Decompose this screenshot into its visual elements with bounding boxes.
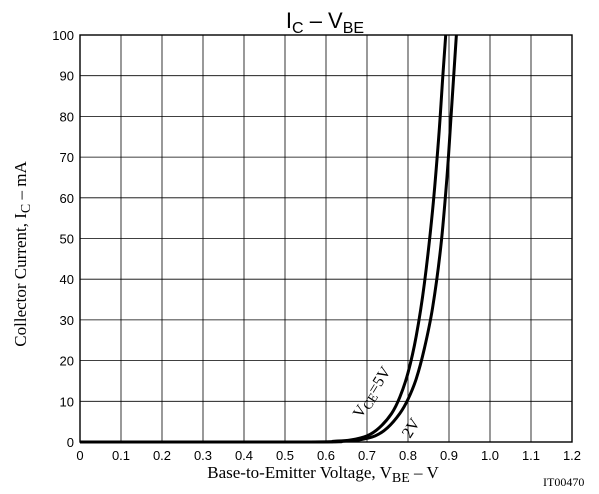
x-tick-label-9: 0.9 <box>440 448 458 463</box>
series-line-1 <box>79 34 458 444</box>
x-axis-label-tail: – V <box>410 463 440 482</box>
figure-code: IT00470 <box>543 475 584 489</box>
y-tick-label-0: 0 <box>67 435 74 450</box>
y-tick-label-7: 70 <box>60 150 74 165</box>
x-tick-label-2: 0.2 <box>153 448 171 463</box>
series-label-2v: 2V <box>399 415 424 441</box>
x-axis-label: Base-to-Emitter Voltage, VBE – V <box>207 463 439 486</box>
y-tick-label-1: 10 <box>60 394 74 409</box>
x-axis-label-main: Base-to-Emitter Voltage, V <box>207 463 392 482</box>
x-tick-label-1: 0.1 <box>112 448 130 463</box>
x-tick-label-7: 0.7 <box>358 448 376 463</box>
y-tick-label-2: 20 <box>60 354 74 369</box>
x-tick-label-3: 0.3 <box>194 448 212 463</box>
y-axis-label-tail: – mA <box>11 161 30 204</box>
y-axis-label-main: Collector Current, I <box>11 213 30 347</box>
x-tick-label-12: 1.2 <box>563 448 581 463</box>
y-tick-label-10: 100 <box>52 28 74 43</box>
y-axis-label-sub: C <box>19 204 34 213</box>
chart-title: IC – VBE <box>286 8 364 37</box>
title-main: I <box>286 8 292 33</box>
y-tick-labels: 0 10 20 30 40 50 60 70 80 90 100 <box>52 28 74 450</box>
y-tick-label-5: 50 <box>60 232 74 247</box>
x-tick-label-5: 0.5 <box>276 448 294 463</box>
series-label-vce5: VCE=5V <box>350 364 396 423</box>
y-axis-label: Collector Current, IC – mA <box>11 161 34 347</box>
y-tick-label-9: 90 <box>60 69 74 84</box>
x-tick-label-10: 1.0 <box>481 448 499 463</box>
y-tick-label-8: 80 <box>60 109 74 124</box>
y-tick-label-3: 30 <box>60 313 74 328</box>
y-tick-label-6: 60 <box>60 191 74 206</box>
grid <box>79 34 573 443</box>
x-tick-label-8: 0.8 <box>399 448 417 463</box>
title-sub2: BE <box>343 20 364 37</box>
title-mid: – V <box>304 8 343 33</box>
series-label-vce5-sub: CE <box>359 390 381 412</box>
curves <box>79 34 458 444</box>
title-sub: C <box>292 20 304 37</box>
x-tick-labels: 0 0.1 0.2 0.3 0.4 0.5 0.6 0.7 0.8 0.9 1.0 1.1 1.2 <box>76 448 581 463</box>
x-tick-label-4: 0.4 <box>235 448 253 463</box>
x-tick-label-11: 1.1 <box>522 448 540 463</box>
y-tick-label-4: 40 <box>60 272 74 287</box>
x-tick-label-0: 0 <box>76 448 83 463</box>
x-axis-label-sub: BE <box>392 471 410 486</box>
x-tick-label-6: 0.6 <box>317 448 335 463</box>
